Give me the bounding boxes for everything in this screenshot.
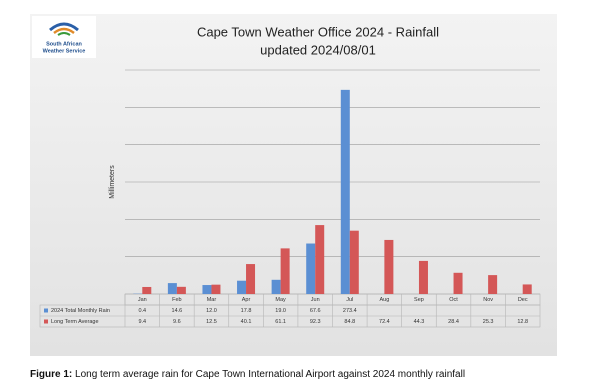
table-value: 67.6 — [310, 308, 321, 314]
bar — [246, 264, 256, 294]
table-value: 0.4 — [138, 308, 146, 314]
bar — [142, 286, 152, 294]
bar — [349, 230, 359, 294]
bar — [176, 286, 186, 294]
bar — [453, 272, 463, 294]
bar — [306, 243, 316, 294]
table-value: 25.3 — [483, 319, 494, 325]
bar — [237, 280, 247, 294]
table-value: 28.4 — [448, 319, 459, 325]
logo-swirl — [49, 22, 79, 32]
table-value: 9.6 — [173, 319, 181, 325]
caption-label: Figure 1: — [30, 369, 73, 380]
x-tick-label: Sep — [414, 297, 424, 303]
caption: Figure 1: Long term average rain for Cap… — [30, 369, 465, 380]
chart-background — [30, 14, 557, 356]
table-value: 273.4 — [343, 308, 357, 314]
x-tick-label: Feb — [172, 297, 181, 303]
table-value: 12.0 — [206, 308, 217, 314]
x-tick-label: Apr — [242, 297, 251, 303]
bar — [522, 284, 532, 294]
x-tick-label: Aug — [379, 297, 389, 303]
caption-text: Long term average rain for Cape Town Int… — [75, 369, 466, 380]
logo-text: South African — [46, 41, 82, 47]
table-value: 12.8 — [517, 319, 528, 325]
x-tick-label: Jan — [138, 297, 147, 303]
bar — [384, 239, 394, 294]
bar — [167, 283, 177, 294]
bar — [211, 284, 221, 294]
table-value: 92.3 — [310, 319, 321, 325]
table-value: 12.5 — [206, 319, 217, 325]
logo-swirl — [53, 27, 75, 35]
bar — [488, 275, 498, 294]
x-tick-label: May — [275, 297, 286, 303]
bar — [418, 260, 428, 294]
table-value: 44.3 — [414, 319, 425, 325]
x-tick-label: Nov — [483, 297, 493, 303]
table-value: 84.8 — [344, 319, 355, 325]
table-value: 17.8 — [241, 308, 252, 314]
legend-label: 2024 Total Monthly Rain — [51, 308, 110, 314]
bar — [315, 225, 325, 294]
bar — [340, 89, 350, 295]
chart-title: Cape Town Weather Office 2024 - Rainfall — [197, 24, 439, 39]
table-value: 61.1 — [275, 319, 286, 325]
x-tick-label: Oct — [449, 297, 458, 303]
legend-label: Long Term Average — [51, 319, 99, 325]
x-tick-label: Dec — [518, 297, 528, 303]
bar — [280, 248, 290, 294]
logo-swirl — [57, 32, 71, 36]
legend-swatch — [44, 319, 48, 324]
chart-subtitle: updated 2024/08/01 — [260, 42, 376, 57]
logo-text: Weather Service — [43, 48, 86, 54]
x-tick-label: Mar — [207, 297, 217, 303]
table-value: 40.1 — [241, 319, 252, 325]
x-tick-label: Jul — [346, 297, 353, 303]
bar — [271, 279, 281, 294]
x-tick-label: Jun — [311, 297, 320, 303]
table-value: 14.6 — [172, 308, 183, 314]
table-value: 19.0 — [275, 308, 286, 314]
bar — [202, 285, 212, 294]
table-value: 9.4 — [138, 319, 146, 325]
logo: South African Weather Service — [32, 16, 96, 58]
y-axis-label: Millimeters — [109, 165, 116, 199]
legend-swatch — [44, 308, 48, 313]
table-value: 72.4 — [379, 319, 390, 325]
